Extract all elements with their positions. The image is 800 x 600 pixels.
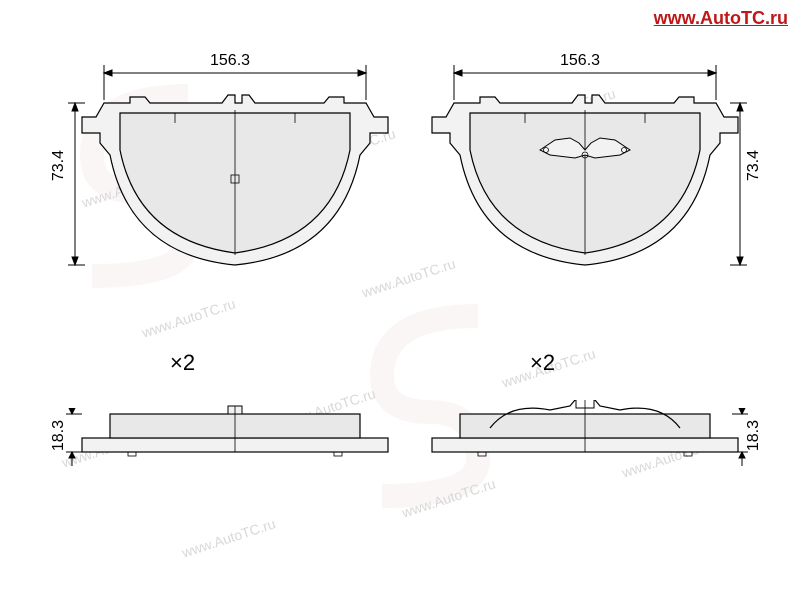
watermark-text: www.AutoTC.ru <box>180 515 277 560</box>
brake-pad-left-side <box>70 400 390 490</box>
dim-height-line-right <box>730 95 755 275</box>
brake-pad-right-side <box>420 400 740 490</box>
quantity-left: ×2 <box>170 350 195 376</box>
quantity-right: ×2 <box>530 350 555 376</box>
source-url: www.AutoTC.ru <box>654 8 788 29</box>
brake-pad-left-front <box>70 55 390 295</box>
dim-thickness-line-left <box>62 408 82 468</box>
dim-width-left: 156.3 <box>210 52 250 70</box>
brake-pad-right-front <box>420 55 740 295</box>
dim-height-line-left <box>60 95 85 275</box>
dim-width-right: 156.3 <box>560 52 600 70</box>
dim-thickness-line-right <box>732 408 752 468</box>
watermark-text: www.AutoTC.ru <box>140 295 237 340</box>
